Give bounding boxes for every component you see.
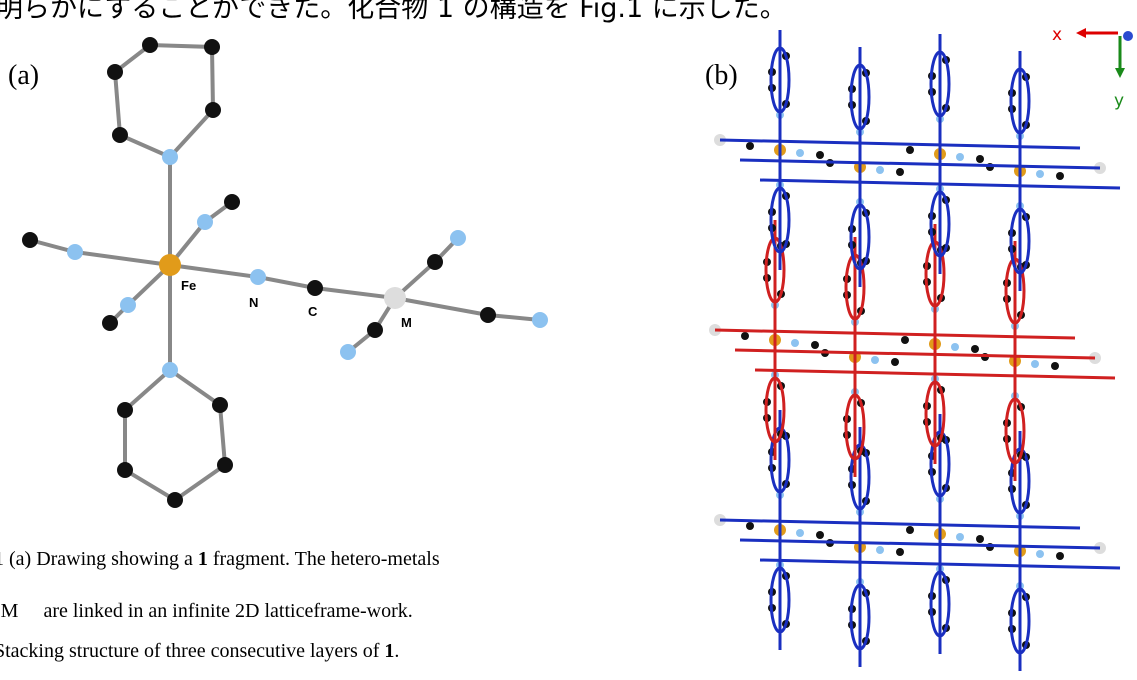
panel-label: (b) xyxy=(705,60,738,91)
atom-label: N xyxy=(249,295,258,310)
nitrogen xyxy=(871,356,879,364)
carbon xyxy=(976,155,984,163)
nitrogen xyxy=(796,149,804,157)
carbon xyxy=(1051,362,1059,370)
caption-line: -M are linked in an infinite 2D latticef… xyxy=(0,594,413,623)
nitrogen xyxy=(1036,550,1044,558)
carbon xyxy=(896,548,904,556)
atom-label: C xyxy=(308,304,318,319)
carbon xyxy=(811,341,819,349)
carbon xyxy=(816,151,824,159)
lattice-bond xyxy=(715,330,1075,338)
panel-b: (b) x y xyxy=(705,25,1133,671)
lattice-bond xyxy=(740,540,1100,548)
carbon xyxy=(971,345,979,353)
lattice-bond xyxy=(720,520,1080,528)
axis-arrow xyxy=(1115,68,1125,78)
lattice-bond xyxy=(735,350,1095,358)
carbon xyxy=(1056,172,1064,180)
carbon xyxy=(1056,552,1064,560)
carbon xyxy=(976,535,984,543)
carbon xyxy=(891,358,899,366)
nitrogen xyxy=(1031,360,1039,368)
nitrogen xyxy=(876,166,884,174)
nitrogen xyxy=(956,533,964,541)
axis-label: y xyxy=(1114,91,1124,111)
caption-line: Stacking structure of three consecutive … xyxy=(0,640,399,663)
axis-label: x xyxy=(1052,25,1062,45)
page: {"header_text":"明らかにすることができた。化合物 1 の構造を … xyxy=(0,0,1137,680)
caption-text: 1 (a) Drawing showing a xyxy=(0,548,198,570)
carbon xyxy=(901,336,909,344)
lattice-bond xyxy=(720,140,1080,148)
axis-origin xyxy=(1123,31,1133,41)
nitrogen xyxy=(876,546,884,554)
caption-line: 1 (a) Drawing showing a 1 fragment. The … xyxy=(0,548,440,571)
caption-text: -M are linked in an infinite 2D latticef… xyxy=(0,600,413,622)
carbon xyxy=(746,522,754,530)
nitrogen xyxy=(951,343,959,351)
caption-text: fragment. The hetero-metals xyxy=(208,548,440,570)
carbon xyxy=(896,168,904,176)
nitrogen xyxy=(956,153,964,161)
carbon xyxy=(741,332,749,340)
nitrogen xyxy=(796,529,804,537)
atom-label: M xyxy=(401,315,412,330)
bonds xyxy=(30,45,540,500)
caption-compound: 1 xyxy=(384,640,394,662)
figure: (a) Fe N C M (b) x y xyxy=(0,0,1137,680)
carbon xyxy=(816,531,824,539)
caption-text: . xyxy=(394,640,399,662)
lattice-bond xyxy=(740,160,1100,168)
panel-label: (a) xyxy=(8,60,39,91)
caption-compound: 1 xyxy=(198,548,208,570)
nitrogen xyxy=(791,339,799,347)
carbon xyxy=(906,146,914,154)
axis-arrow xyxy=(1076,28,1086,38)
atoms xyxy=(22,37,548,508)
caption-text: Stacking structure of three consecutive … xyxy=(0,640,384,662)
carbon xyxy=(746,142,754,150)
atom-label: Fe xyxy=(181,278,196,293)
nitrogen xyxy=(1036,170,1044,178)
panel-a: (a) Fe N C M xyxy=(8,37,548,508)
carbon xyxy=(906,526,914,534)
